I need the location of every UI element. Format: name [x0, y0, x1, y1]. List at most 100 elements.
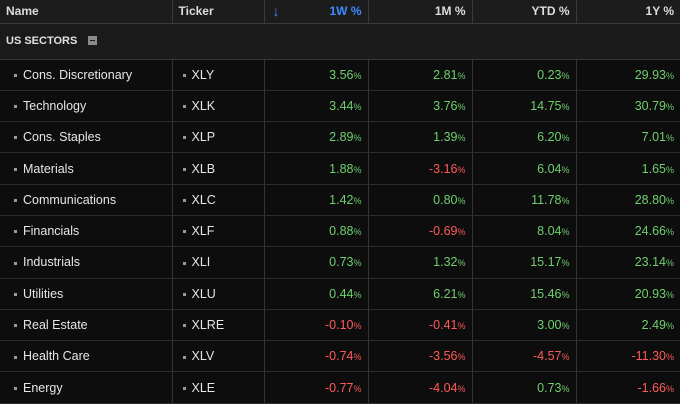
percent-sign: %: [561, 227, 570, 238]
table-row[interactable]: Energy XLE -0.77% -4.04% 0.73% -1.66%: [0, 371, 680, 404]
change-ytd-cell: -4.57%: [472, 340, 577, 373]
sector-name: Cons. Staples: [23, 130, 101, 145]
bullet-icon: [14, 73, 17, 77]
percent-sign: %: [665, 133, 674, 144]
change-ytd-value: 8.04: [537, 224, 562, 239]
table-row[interactable]: Cons. Discretionary XLY 3.56% 2.81% 0.23% 29.…: [0, 59, 680, 91]
ticker-cell[interactable]: XLI: [172, 246, 265, 279]
percent-sign: %: [353, 227, 362, 238]
column-header-ytd[interactable]: YTD %: [472, 0, 577, 24]
table-row[interactable]: Materials XLB 1.88% -3.16% 6.04% 1.65%: [0, 152, 680, 185]
change-m1-value: -4.04: [428, 380, 458, 395]
change-ytd-cell: 14.75%: [472, 90, 577, 123]
sector-name-cell: Technology: [0, 90, 173, 123]
change-w1-cell: 1.88%: [264, 152, 369, 185]
table-row[interactable]: Financials XLF 0.88% -0.69% 8.04% 24.66%: [0, 215, 680, 248]
change-ytd-cell: 15.17%: [472, 246, 577, 279]
percent-sign: %: [457, 352, 466, 363]
change-m1-value: 1.39: [433, 130, 458, 145]
sector-name: Energy: [23, 380, 63, 395]
change-w1-cell: -0.74%: [264, 340, 369, 373]
ticker-cell[interactable]: XLB: [172, 152, 265, 185]
change-y1-value: 30.79: [634, 98, 666, 113]
change-w1-value: 2.89: [329, 130, 354, 145]
table-row[interactable]: Communications XLC 1.42% 0.80% 11.78% 28.80%: [0, 184, 680, 216]
column-header-1w[interactable]: ↓ 1W %: [264, 0, 369, 24]
ticker-symbol: XLRE: [191, 318, 225, 333]
change-w1-cell: 0.73%: [264, 246, 369, 279]
ticker-cell[interactable]: XLE: [172, 371, 265, 404]
change-m1-value: 1.32: [433, 255, 458, 270]
ticker-symbol: XLV: [191, 349, 215, 364]
table-row[interactable]: Real Estate XLRE -0.10% -0.41% 3.00% 2.49%: [0, 309, 680, 342]
bullet-icon: [182, 167, 186, 171]
change-m1-cell: 6.21%: [368, 278, 473, 310]
sector-name-cell: Real Estate: [0, 309, 173, 342]
column-header-name[interactable]: Name: [0, 0, 173, 24]
change-y1-cell: 1.65%: [576, 152, 680, 185]
change-m1-value: 6.21: [433, 286, 458, 301]
change-m1-cell: 1.39%: [368, 121, 473, 154]
table-row[interactable]: Industrials XLI 0.73% 1.32% 15.17% 23.14%: [0, 246, 680, 279]
column-header-1m[interactable]: 1M %: [368, 0, 473, 24]
percent-sign: %: [353, 289, 362, 300]
change-w1-value: -0.10: [324, 318, 354, 333]
percent-sign: %: [561, 164, 570, 175]
ticker-symbol: XLY: [191, 67, 215, 82]
ticker-cell[interactable]: XLY: [172, 59, 265, 91]
percent-sign: %: [457, 101, 466, 112]
percent-sign: %: [665, 258, 674, 269]
bullet-icon: [14, 167, 17, 171]
sector-name: Materials: [23, 161, 74, 176]
ticker-cell[interactable]: XLU: [172, 278, 265, 310]
change-ytd-value: 15.46: [530, 286, 562, 301]
bullet-icon: [182, 230, 186, 234]
bullet-icon: [182, 136, 186, 140]
column-header-ytd-label: YTD %: [531, 4, 570, 19]
percent-sign: %: [665, 101, 674, 112]
table-row[interactable]: Health Care XLV -0.74% -3.56% -4.57% -11.30%: [0, 340, 680, 373]
change-y1-cell: 29.93%: [576, 59, 680, 91]
ticker-cell[interactable]: XLF: [172, 215, 265, 248]
ticker-symbol: XLU: [191, 286, 216, 301]
ticker-cell[interactable]: XLC: [172, 184, 265, 216]
change-w1-value: 0.73: [329, 255, 354, 270]
percent-sign: %: [665, 164, 674, 175]
bullet-icon: [182, 261, 186, 265]
section-header-us-sectors: US SECTORS: [0, 23, 680, 60]
change-y1-cell: 24.66%: [576, 215, 680, 248]
change-ytd-cell: 8.04%: [472, 215, 577, 248]
minus-box-icon[interactable]: [88, 36, 98, 45]
sector-name-cell: Utilities: [0, 278, 173, 310]
column-header-1w-label: 1W %: [329, 4, 362, 19]
column-header-1y[interactable]: 1Y %: [576, 0, 680, 24]
change-m1-value: -0.41: [428, 318, 458, 333]
change-m1-value: 2.81: [433, 67, 458, 82]
change-y1-cell: -1.66%: [576, 371, 680, 404]
change-y1-value: 1.65: [641, 161, 666, 176]
change-m1-cell: -0.69%: [368, 215, 473, 248]
percent-sign: %: [561, 258, 570, 269]
ticker-cell[interactable]: XLV: [172, 340, 265, 373]
change-w1-value: 1.88: [329, 161, 354, 176]
change-ytd-cell: 15.46%: [472, 278, 577, 310]
change-m1-value: 3.76: [433, 98, 458, 113]
bullet-icon: [182, 386, 186, 390]
column-header-ticker[interactable]: Ticker: [172, 0, 265, 24]
sector-name-cell: Materials: [0, 152, 173, 185]
percent-sign: %: [457, 133, 466, 144]
change-ytd-value: 6.04: [537, 161, 562, 176]
change-w1-cell: 2.89%: [264, 121, 369, 154]
change-m1-cell: -0.41%: [368, 309, 473, 342]
ticker-cell[interactable]: XLRE: [172, 309, 265, 342]
table-row[interactable]: Cons. Staples XLP 2.89% 1.39% 6.20% 7.01%: [0, 121, 680, 154]
change-m1-cell: 2.81%: [368, 59, 473, 91]
change-w1-cell: 0.88%: [264, 215, 369, 248]
ticker-cell[interactable]: XLK: [172, 90, 265, 123]
table-row[interactable]: Utilities XLU 0.44% 6.21% 15.46% 20.93%: [0, 278, 680, 310]
sector-name-cell: Cons. Discretionary: [0, 59, 173, 91]
sector-name: Cons. Discretionary: [23, 67, 133, 82]
ticker-cell[interactable]: XLP: [172, 121, 265, 154]
change-y1-value: -1.66: [637, 380, 666, 395]
table-row[interactable]: Technology XLK 3.44% 3.76% 14.75% 30.79%: [0, 90, 680, 123]
